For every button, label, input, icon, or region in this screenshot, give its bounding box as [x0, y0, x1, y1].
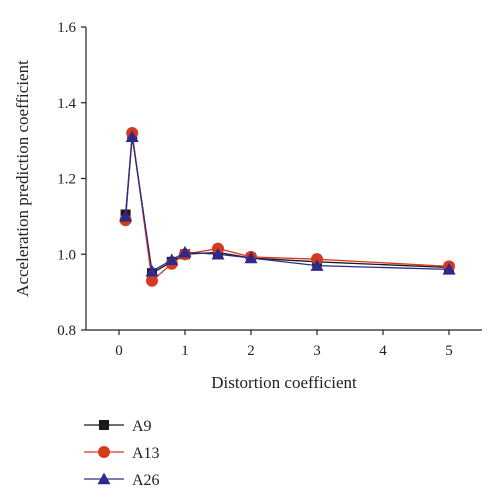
- series-layer: [119, 127, 456, 287]
- legend-label-a13: A13: [132, 445, 160, 462]
- x-tick-label: 2: [247, 343, 255, 359]
- legend-item-a9: A9: [84, 418, 152, 435]
- y-tick-label: 1.2: [57, 172, 76, 188]
- x-tick-label: 5: [445, 343, 453, 359]
- series-a26: [119, 130, 456, 277]
- legend-label-a26: A26: [132, 472, 160, 489]
- y-axis-title: Acceleration prediction coefficient: [13, 60, 32, 297]
- data-point-a13: [146, 274, 158, 287]
- series-line-a26: [124, 136, 450, 273]
- x-axis-title: Distortion coefficient: [211, 373, 357, 392]
- legend-item-a13: A13: [84, 445, 160, 462]
- x-tick-label: 0: [115, 343, 123, 359]
- y-tick-label: 1.6: [57, 20, 76, 36]
- x-tick-label: 3: [313, 343, 321, 359]
- x-tick-label: 4: [379, 343, 387, 359]
- legend: A9 A13 A26: [84, 418, 160, 489]
- y-axis-ticks: 0.8 1.0 1.2 1.4 1.6: [57, 20, 86, 339]
- legend-marker-a26: [97, 472, 111, 485]
- series-line-a9: [124, 134, 450, 275]
- legend-marker-a13: [98, 446, 110, 458]
- y-tick-label: 1.4: [57, 96, 76, 112]
- data-point-a26: [119, 209, 133, 222]
- y-tick-label: 1.0: [57, 247, 76, 263]
- data-point-a26: [442, 262, 456, 275]
- y-tick-label: 0.8: [57, 323, 76, 339]
- data-point-a26: [310, 259, 324, 271]
- x-axis-ticks: 0 1 2 3 4 5: [115, 330, 453, 359]
- legend-label-a9: A9: [132, 418, 152, 435]
- data-point-a26: [244, 251, 258, 264]
- data-point-a26: [178, 245, 192, 258]
- axes: [85, 27, 482, 331]
- x-tick-label: 1: [181, 343, 189, 359]
- data-point-a26: [145, 264, 159, 277]
- legend-item-a26: A26: [84, 472, 160, 489]
- legend-marker-a9: [99, 420, 109, 430]
- data-point-a26: [211, 247, 225, 260]
- data-point-a26: [165, 253, 179, 266]
- data-point-a26: [125, 130, 139, 143]
